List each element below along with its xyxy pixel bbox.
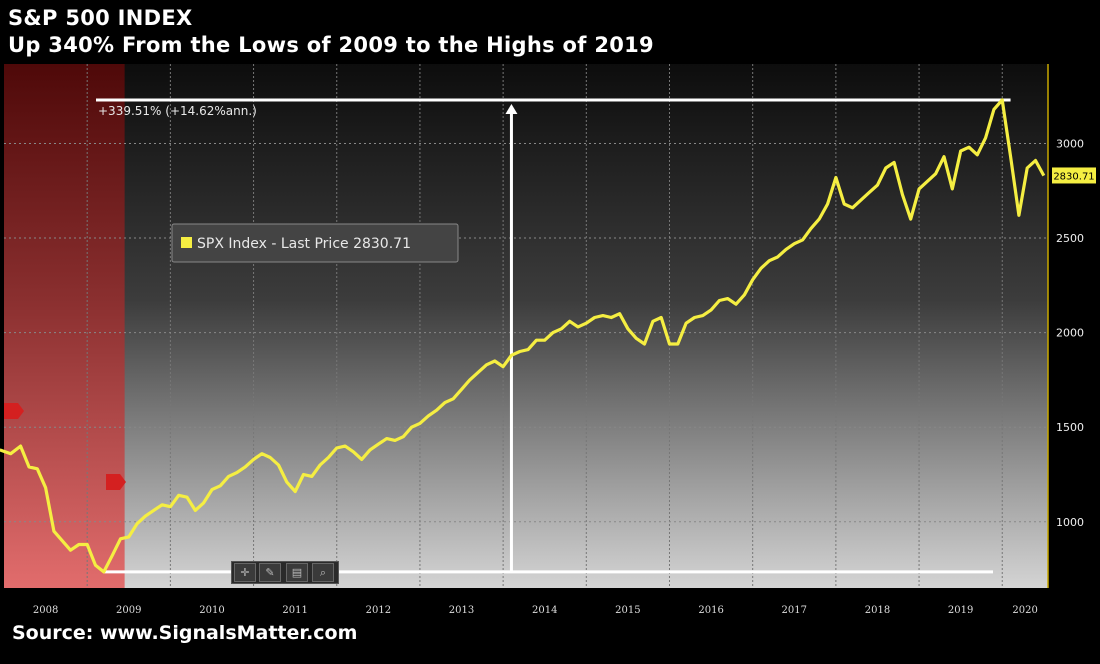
x-tick-label: 2012 [366, 605, 391, 616]
y-tick-label: 1000 [1056, 516, 1084, 529]
x-tick-label: 2008 [33, 605, 58, 616]
legend-label: SPX Index - Last Price 2830.71 [197, 236, 411, 252]
last-price-tag: 2830.71 [1052, 167, 1096, 184]
legend-swatch [181, 237, 192, 248]
recession-marker-right [106, 474, 126, 490]
legend-box: SPX Index - Last Price 2830.71 [171, 223, 459, 263]
last-price-tag-label: 2830.71 [1053, 171, 1094, 182]
y-tick-label: 3000 [1056, 137, 1084, 150]
horizontal-gridlines [4, 142, 1048, 523]
x-tick-label: 2013 [449, 605, 474, 616]
annotation-arrow-head [505, 103, 518, 114]
x-tick-label: 2018 [865, 605, 890, 616]
last-price-tag-box [1052, 167, 1096, 184]
source-text: Source: www.SignalsMatter.com [12, 622, 358, 644]
x-tick-label: 2011 [282, 605, 307, 616]
recession-marker-left [4, 403, 24, 419]
x-tick-labels: 2008 2009 2010 2011 2012 2013 2014 2015 2016 2017… [33, 605, 1038, 616]
x-tick-label: 2017 [782, 605, 807, 616]
x-tick-label: 2015 [615, 605, 640, 616]
y-tick-label: 1500 [1056, 421, 1084, 434]
x-tick-label: 2009 [116, 605, 141, 616]
zoom-icon[interactable]: ⌕ [312, 563, 334, 582]
pencil-icon[interactable]: ✎ [259, 563, 281, 582]
chart-title: S&P 500 INDEX [8, 6, 193, 30]
annotation-label: +339.51% (+14.62%ann.) [98, 104, 257, 118]
table-icon[interactable]: ▤ [286, 563, 308, 582]
xaxis-band [0, 588, 1048, 620]
x-tick-label: 2016 [698, 605, 723, 616]
chart-subtitle: Up 340% From the Lows of 2009 to the Hig… [8, 33, 654, 57]
y-tick-label: 2000 [1056, 327, 1084, 340]
x-tick-label: 2014 [532, 605, 557, 616]
x-tick-label: 2010 [199, 605, 224, 616]
recession-shade [4, 64, 125, 588]
x-tick-label: 2019 [948, 605, 973, 616]
series-line-spx [0, 98, 1046, 574]
x-tick-label: 2020 [1012, 605, 1037, 616]
y-tick-labels: 1000 1500 2000 2500 3000 [1056, 137, 1084, 528]
y-tick-label: 2500 [1056, 232, 1084, 245]
crosshair-icon[interactable]: ✛ [234, 563, 256, 582]
plot-background [4, 64, 1048, 588]
